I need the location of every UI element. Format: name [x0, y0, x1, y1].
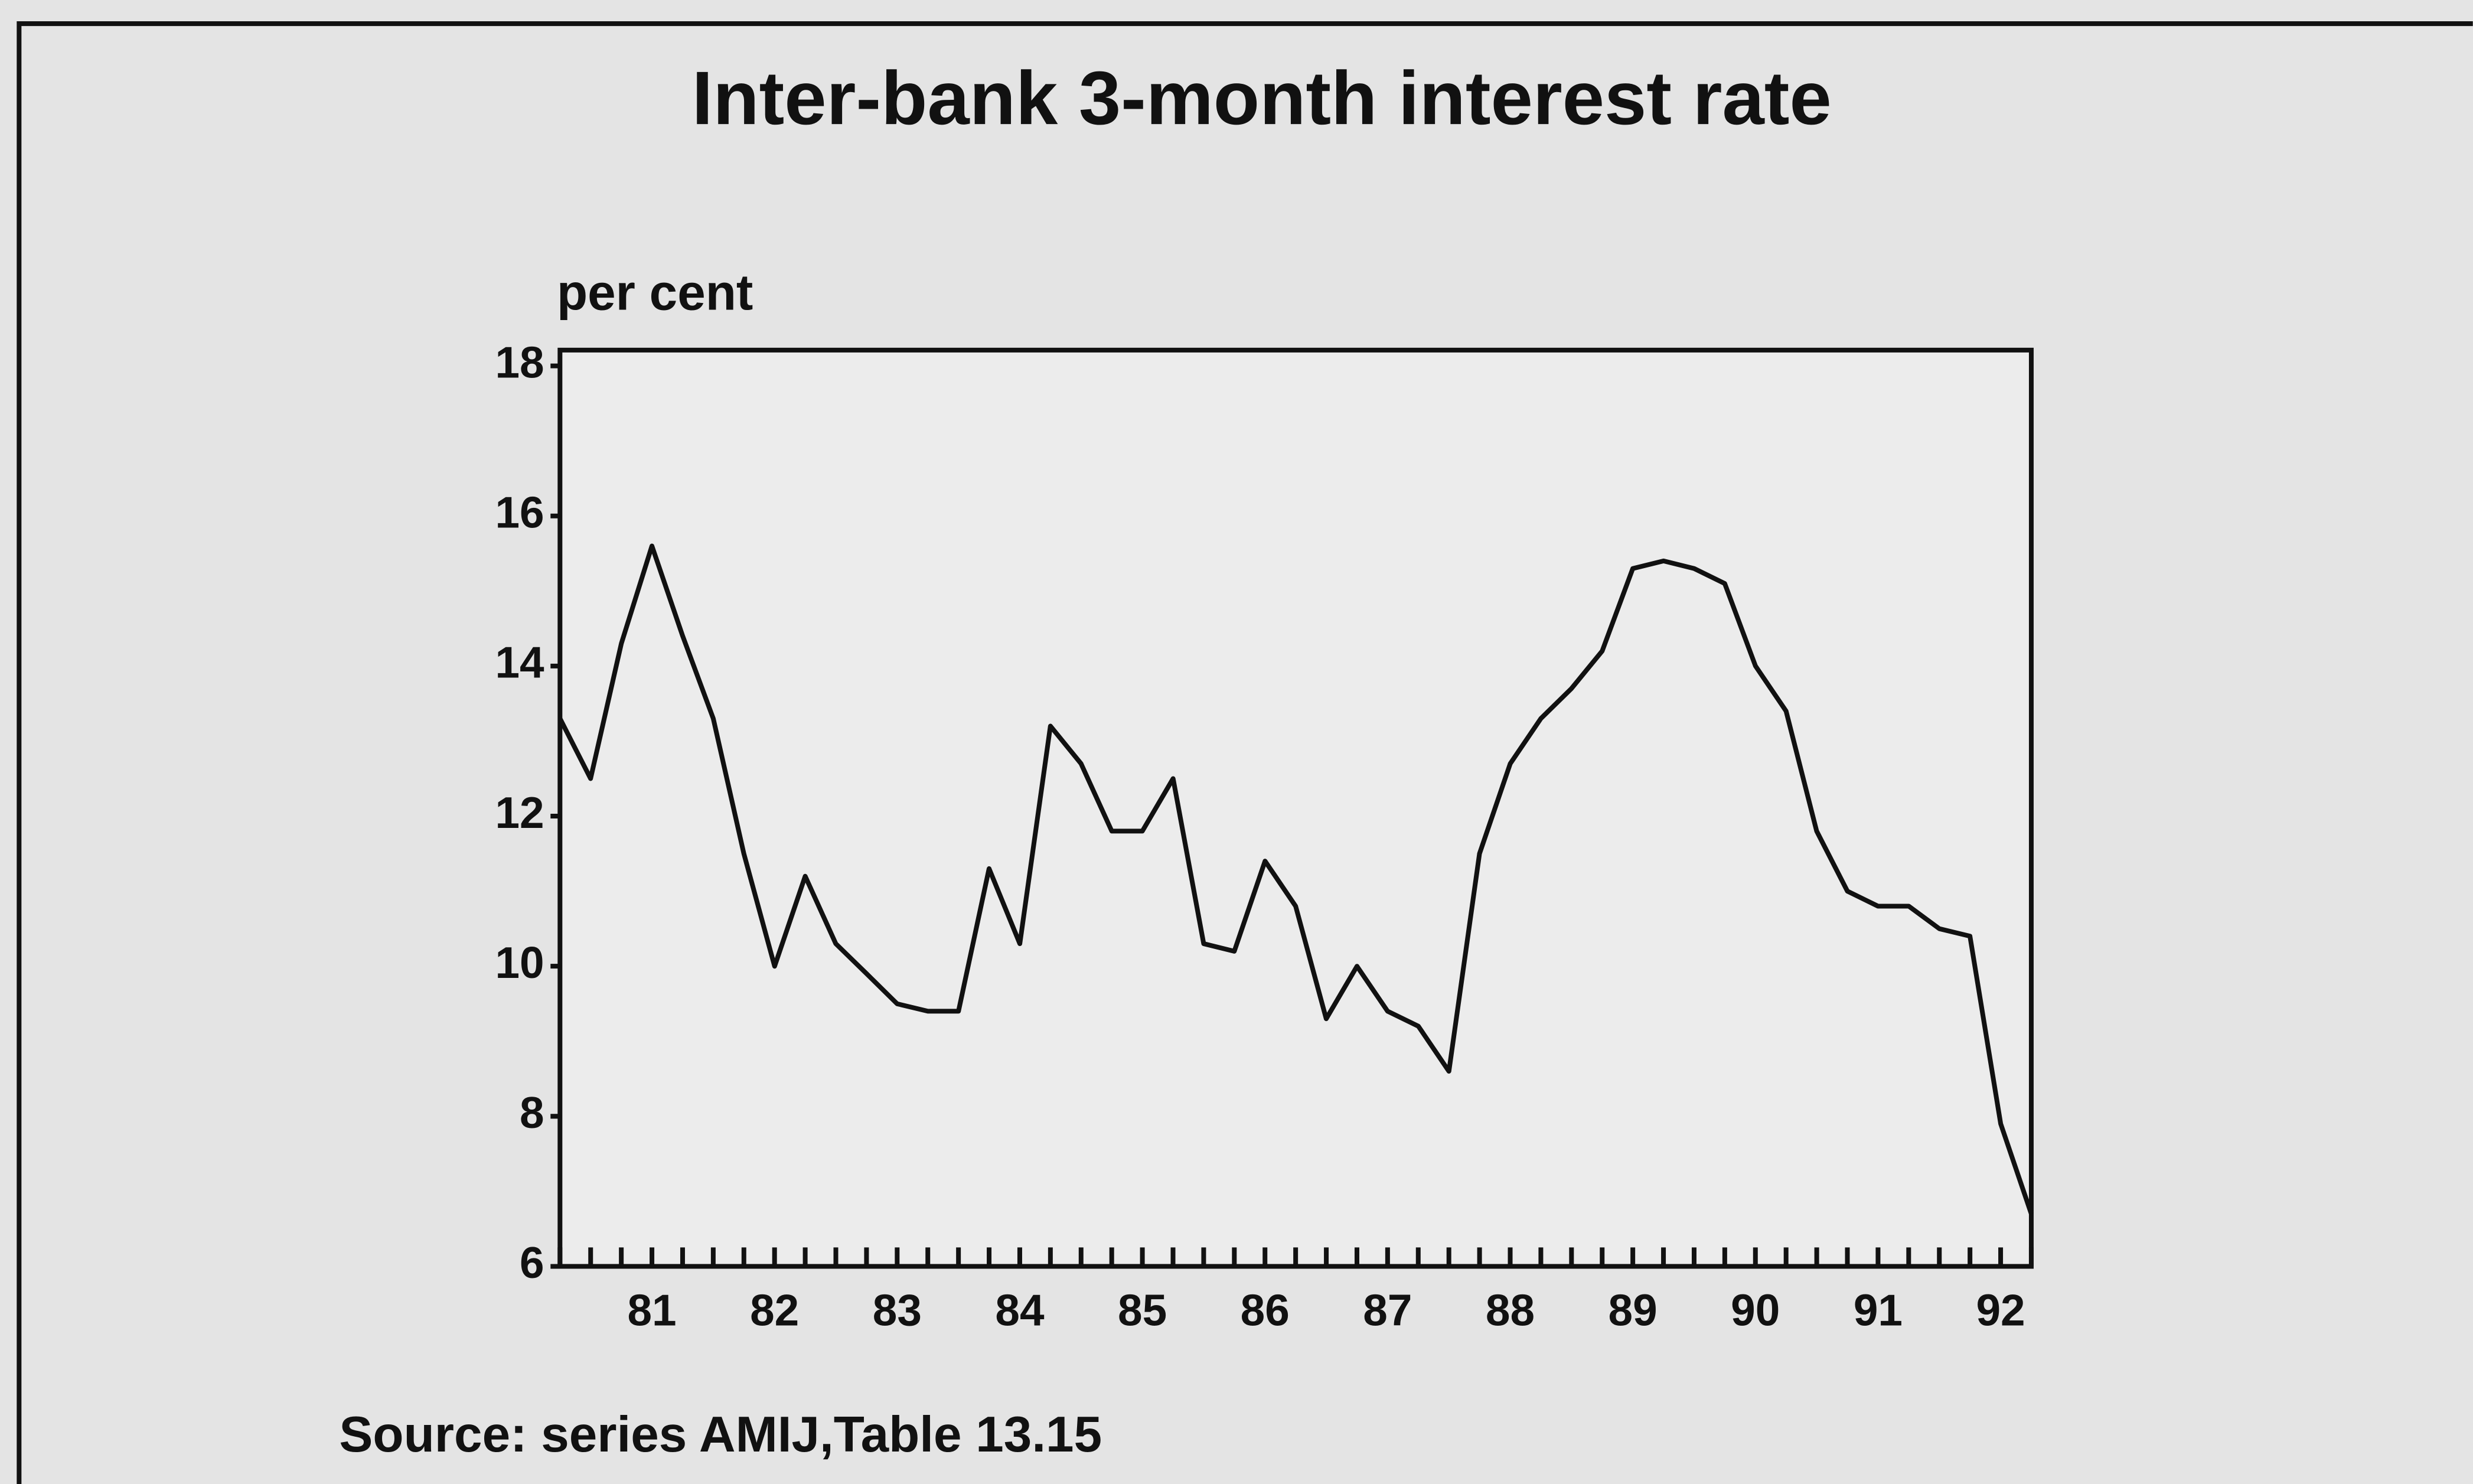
y-tick-label: 8: [520, 1088, 544, 1137]
source-note: Source: series AMIJ,Table 13.15: [339, 1407, 1102, 1463]
x-tick-label: 92: [1976, 1285, 2025, 1335]
x-tick-label: 84: [995, 1285, 1045, 1335]
y-tick-label: 18: [495, 337, 544, 387]
x-tick-label: 86: [1241, 1285, 1290, 1335]
y-tick-label: 14: [495, 638, 544, 687]
y-tick-label: 10: [495, 938, 544, 987]
plot-area: [557, 347, 2034, 1269]
x-tick-label: 82: [750, 1285, 799, 1335]
x-tick-label: 83: [873, 1285, 922, 1335]
x-tick-label: 81: [627, 1285, 676, 1335]
y-tick-label: 16: [495, 487, 544, 537]
x-tick-label: 85: [1118, 1285, 1167, 1335]
y-tick-label: 6: [520, 1238, 544, 1287]
chart-title: Inter-bank 3-month interest rate: [692, 56, 1832, 141]
x-tick-label: 88: [1486, 1285, 1535, 1335]
y-tick-label: 12: [495, 788, 544, 837]
x-tick-label: 87: [1363, 1285, 1412, 1335]
frame: [17, 21, 2473, 1484]
x-tick-label: 91: [1854, 1285, 1903, 1335]
data-line: [557, 543, 2034, 1215]
x-tick-label: 90: [1731, 1285, 1780, 1335]
x-tick-label: 89: [1609, 1285, 1658, 1335]
y-axis-label: per cent: [557, 265, 753, 321]
